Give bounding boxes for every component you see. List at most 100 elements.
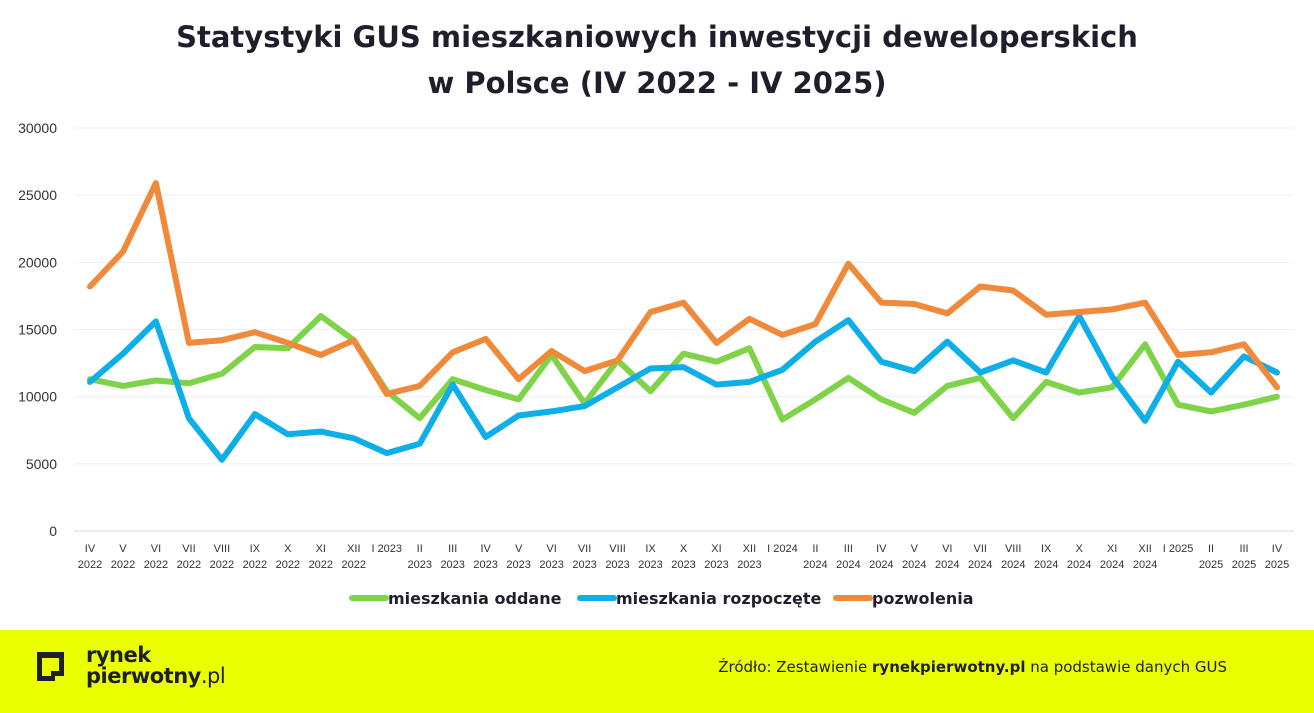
line-chart: 0 5000 10000 15000 20000 25000 30000 IV 2022 V 20… — [18, 120, 1294, 608]
x-tick-year-label: 2024 — [1100, 559, 1124, 571]
x-tick-year-label: 2023 — [539, 559, 563, 571]
logo-line-1: rynek — [86, 643, 151, 667]
x-tick-year-label: 2024 — [935, 559, 959, 571]
x-tick-year-label: 2023 — [704, 559, 728, 571]
x-tick-year-label: 2022 — [78, 559, 102, 571]
x-tick-label: V — [911, 543, 919, 555]
chart-title: Statystyki GUS mieszkaniowych inwestycji… — [0, 14, 1314, 106]
x-tick-year-label: 2023 — [638, 559, 662, 571]
source-site: rynekpierwotny.pl — [872, 658, 1026, 676]
x-tick-year-label: 2023 — [440, 559, 464, 571]
x-tick-year-label: 2022 — [144, 559, 168, 571]
y-tick-label: 25000 — [18, 187, 57, 203]
x-tick-year-label: 2025 — [1232, 559, 1256, 571]
y-tick-label: 10000 — [18, 389, 57, 405]
x-tick-year-label: 2025 — [1199, 559, 1223, 571]
y-tick-label: 5000 — [26, 456, 57, 472]
y-axis-ticks: 0 5000 10000 15000 20000 25000 30000 — [18, 120, 57, 539]
x-tick-label: II — [812, 543, 818, 555]
title-line-1: Statystyki GUS mieszkaniowych inwestycji… — [176, 20, 1138, 54]
x-tick-label: I 2023 — [371, 543, 402, 555]
x-tick-label: X — [680, 543, 688, 555]
x-tick-year-label: 2023 — [671, 559, 695, 571]
x-tick-label: XII — [743, 543, 756, 555]
x-tick-label: VII — [578, 543, 591, 555]
x-tick-year-label: 2022 — [243, 559, 267, 571]
logo-text: rynek pierwotny.pl — [86, 643, 226, 688]
x-tick-year-label: 2024 — [968, 559, 992, 571]
x-tick-label: III — [844, 543, 853, 555]
x-tick-label: III — [448, 543, 457, 555]
x-tick-year-label: 2022 — [111, 559, 135, 571]
x-tick-label: VIII — [1005, 543, 1022, 555]
x-axis-ticks: IV2022V2022VI2022VII2022VIII2022IX2022X2… — [78, 543, 1289, 571]
logo-line-2: pierwotny — [86, 664, 201, 688]
series-line-2 — [87, 180, 1280, 397]
x-tick-label: IV — [85, 543, 96, 555]
x-tick-year-label: 2023 — [737, 559, 761, 571]
source-suffix: na podstawie danych GUS — [1025, 658, 1227, 676]
source-note: Źródło: Zestawienie rynekpierwotny.pl na… — [718, 658, 1227, 676]
x-tick-year-label: 2024 — [902, 559, 926, 571]
x-tick-label: I 2025 — [1163, 543, 1194, 555]
x-tick-year-label: 2024 — [1133, 559, 1157, 571]
x-tick-label: XI — [711, 543, 721, 555]
x-tick-label: XII — [1138, 543, 1151, 555]
legend-label: pozwolenia — [872, 589, 974, 608]
x-tick-label: XI — [316, 543, 326, 555]
x-tick-label: VII — [182, 543, 195, 555]
x-tick-label: X — [1075, 543, 1083, 555]
logo-suffix: .pl — [200, 664, 226, 688]
series-line-0 — [87, 313, 1280, 423]
footer-bar: rynek pierwotny.pl Źródło: Zestawienie r… — [0, 630, 1314, 713]
series-lines — [87, 180, 1280, 463]
x-tick-label: V — [119, 543, 127, 555]
legend-label: mieszkania rozpoczęte — [616, 589, 821, 608]
x-tick-label: IV — [876, 543, 887, 555]
x-tick-label: III — [1239, 543, 1248, 555]
x-tick-year-label: 2022 — [276, 559, 300, 571]
x-tick-year-label: 2024 — [803, 559, 827, 571]
x-tick-year-label: 2022 — [342, 559, 366, 571]
x-tick-year-label: 2022 — [210, 559, 234, 571]
x-tick-year-label: 2024 — [869, 559, 893, 571]
x-tick-label: II — [1208, 543, 1214, 555]
x-tick-label: VIII — [214, 543, 231, 555]
x-tick-label: IX — [1041, 543, 1052, 555]
x-tick-year-label: 2023 — [572, 559, 596, 571]
x-tick-year-label: 2025 — [1265, 559, 1289, 571]
legend-label: mieszkania oddane — [388, 589, 562, 608]
x-tick-year-label: 2022 — [309, 559, 333, 571]
x-tick-year-label: 2023 — [473, 559, 497, 571]
y-tick-label: 0 — [49, 523, 57, 539]
x-tick-label: VI — [546, 543, 556, 555]
legend: mieszkania oddane mieszkania rozpoczęte po… — [349, 589, 974, 608]
x-tick-label: XI — [1107, 543, 1117, 555]
y-tick-label: 15000 — [18, 322, 57, 338]
logo-mark-icon — [37, 652, 64, 681]
series-line-1 — [87, 313, 1280, 463]
x-tick-label: IX — [645, 543, 656, 555]
x-tick-label: IX — [250, 543, 261, 555]
x-tick-year-label: 2024 — [1034, 559, 1058, 571]
x-tick-label: XII — [347, 543, 360, 555]
x-tick-label: VI — [151, 543, 161, 555]
x-tick-label: IV — [480, 543, 491, 555]
y-tick-label: 30000 — [18, 120, 57, 136]
x-tick-year-label: 2022 — [177, 559, 201, 571]
x-tick-year-label: 2024 — [836, 559, 860, 571]
x-tick-label: VII — [974, 543, 987, 555]
x-tick-year-label: 2024 — [1067, 559, 1091, 571]
source-prefix: Źródło: Zestawienie — [718, 658, 873, 676]
x-tick-label: II — [417, 543, 423, 555]
x-tick-year-label: 2023 — [407, 559, 431, 571]
x-tick-year-label: 2023 — [506, 559, 530, 571]
x-tick-label: IV — [1272, 543, 1283, 555]
y-tick-label: 20000 — [18, 254, 57, 270]
x-tick-label: V — [515, 543, 523, 555]
x-tick-label: VI — [942, 543, 952, 555]
title-line-2: w Polsce (IV 2022 - IV 2025) — [427, 66, 887, 100]
x-tick-label: VIII — [609, 543, 626, 555]
grid-lines — [74, 127, 1294, 532]
x-tick-label: I 2024 — [767, 543, 798, 555]
